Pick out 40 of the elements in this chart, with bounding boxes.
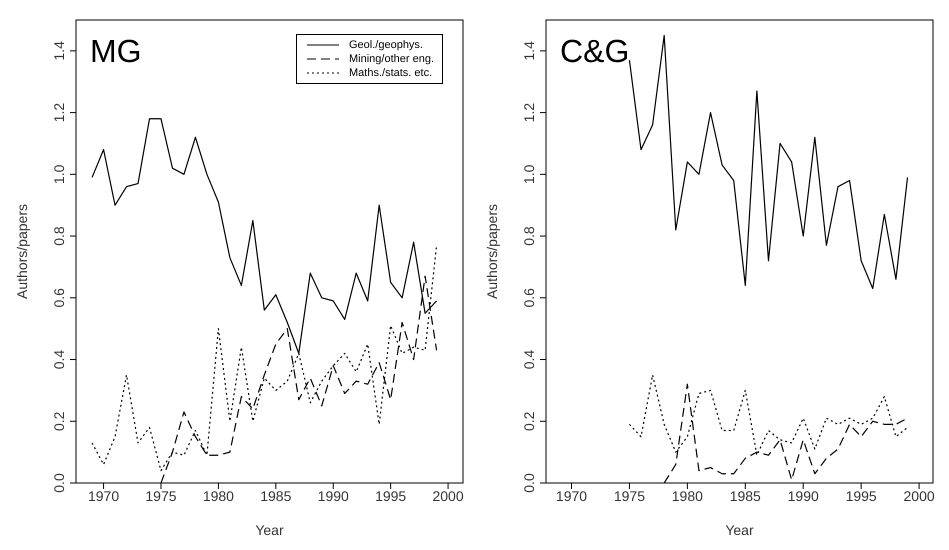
x-tick-label: 1990	[788, 488, 820, 504]
y-tick-label: 0.2	[521, 411, 537, 431]
x-tick-label: 1995	[846, 488, 877, 504]
y-tick-label: 1.0	[521, 164, 537, 184]
y-tick-label: 0.6	[521, 288, 537, 308]
x-tick-label: 1970	[556, 488, 588, 504]
line-series	[628, 34, 908, 290]
x-tick-label: 1985	[260, 488, 292, 504]
y-tick-label: 1.2	[521, 102, 537, 122]
x-tick-label: 1985	[730, 488, 762, 504]
y-axis-title: Authors/papers	[14, 204, 30, 299]
y-tick-label: 0.6	[51, 288, 67, 308]
legend-label: Maths./stats. etc.	[349, 67, 432, 79]
chart-title: C&G	[560, 33, 630, 69]
x-tick-label: 2000	[432, 488, 464, 504]
y-tick-label: 0.4	[51, 350, 67, 370]
y-tick-label: 1.0	[51, 164, 67, 184]
x-tick-label: 1975	[145, 488, 177, 504]
x-tick-label: 2000	[904, 488, 935, 504]
x-tick-label: 1980	[202, 488, 234, 504]
x-tick-label: 1980	[672, 488, 704, 504]
y-tick-label: 0.8	[521, 226, 537, 246]
y-tick-label: 0.0	[521, 473, 537, 493]
y-tick-label: 1.2	[51, 102, 67, 122]
y-tick-label: 0.8	[51, 226, 67, 246]
x-tick-label: 1995	[375, 488, 406, 504]
x-tick-label: 1975	[614, 488, 646, 504]
y-tick-label: 0.2	[51, 411, 67, 431]
y-tick-label: 1.4	[51, 40, 67, 61]
legend-label: Mining/other eng.	[349, 53, 434, 65]
x-axis-title: Year	[255, 522, 284, 538]
y-tick-label: 0.0	[51, 473, 67, 493]
chart-title: MG	[90, 33, 142, 69]
y-tick-label: 1.4	[521, 40, 537, 61]
legend-label: Geol./geophys.	[349, 39, 423, 51]
x-tick-label: 1990	[318, 488, 350, 504]
x-axis-title: Year	[725, 522, 754, 538]
y-tick-label: 0.4	[521, 350, 537, 370]
y-axis-title: Authors/papers	[484, 204, 500, 299]
x-tick-label: 1970	[88, 488, 120, 504]
